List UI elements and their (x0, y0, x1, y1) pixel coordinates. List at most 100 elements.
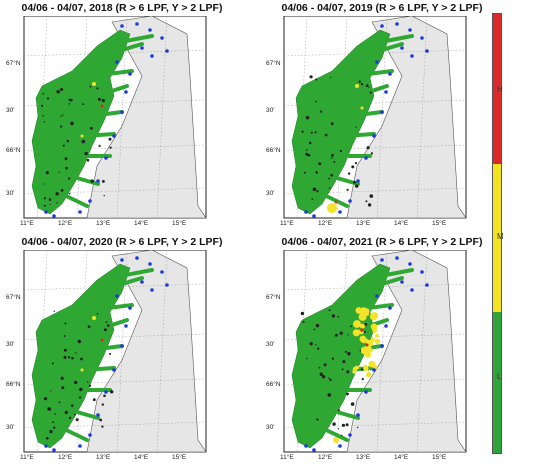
monitoring-site (304, 444, 308, 448)
island (71, 356, 74, 360)
island (364, 322, 368, 326)
lon-label-15: 15°E (432, 220, 447, 227)
island (319, 110, 323, 113)
fjord-arm (95, 318, 129, 332)
map-panel-2018: 04/06 - 04/07, 2018 (R > 6 LPF, Y > 2 LP… (2, 2, 242, 230)
island (74, 380, 78, 385)
monitoring-site (148, 262, 152, 266)
graticule-line (336, 250, 348, 453)
island (324, 133, 328, 137)
island (337, 428, 340, 430)
island (47, 407, 51, 411)
island (329, 378, 332, 381)
lon-label-11: 11°E (20, 220, 34, 227)
monitoring-site (420, 36, 424, 40)
monitoring-site (120, 110, 124, 114)
risk-hotspot (374, 338, 381, 345)
lon-label-12: 12°E (318, 454, 333, 461)
graticule-line (156, 250, 168, 453)
lon-label-13: 13°E (356, 220, 371, 227)
island (358, 80, 361, 83)
island (317, 347, 320, 350)
graticule-line (283, 421, 467, 429)
island (101, 425, 104, 428)
monitoring-site (364, 156, 368, 160)
risk-hotspot (334, 200, 338, 204)
fjord-arm (95, 84, 129, 98)
lat-label-67-30: 30' (6, 107, 15, 114)
risk-hotspot (363, 365, 369, 371)
lat-label-66-30: 30' (266, 424, 275, 431)
fjord-arm (60, 426, 89, 442)
island (354, 162, 358, 165)
graticule-line (283, 378, 467, 386)
monitoring-site (312, 214, 316, 218)
island (79, 387, 83, 392)
island (77, 339, 82, 344)
fjord-arm (368, 34, 414, 46)
island (75, 418, 79, 422)
island (316, 190, 319, 193)
monitoring-site (380, 344, 384, 348)
island (101, 98, 105, 103)
island (107, 324, 110, 327)
lat-label-67: 67°N (6, 294, 21, 301)
lon-label-14: 14°E (394, 454, 409, 461)
island (105, 321, 108, 323)
fjord-arm (348, 110, 384, 118)
island (48, 198, 52, 201)
island (347, 352, 351, 356)
monitoring-site (88, 433, 92, 437)
island (331, 156, 333, 159)
island (43, 397, 48, 401)
island (347, 334, 349, 336)
island (53, 426, 56, 429)
graticule-line (76, 16, 88, 219)
island (82, 103, 85, 106)
monitoring-site (408, 28, 412, 32)
graticule-line (23, 144, 207, 152)
fjord-arm (68, 174, 100, 186)
risk-hotspot (365, 343, 369, 347)
island (66, 139, 70, 143)
island (86, 381, 89, 383)
lon-label-13: 13°E (96, 454, 111, 461)
island (306, 357, 308, 360)
fjord-arm (82, 132, 116, 138)
lat-label-66-30: 30' (6, 190, 15, 197)
monitoring-site (88, 199, 92, 203)
scale-low (493, 312, 501, 453)
island (68, 177, 71, 180)
graticule-line (23, 99, 207, 107)
island (327, 393, 332, 397)
island (52, 421, 55, 424)
risk-hotspot (355, 84, 359, 88)
fjord-arm (328, 408, 360, 420)
monitoring-site (165, 49, 169, 53)
island (337, 315, 340, 318)
monitoring-site (348, 433, 352, 437)
island (330, 122, 334, 126)
monitoring-site (165, 283, 169, 287)
island (302, 320, 305, 324)
island (361, 378, 364, 381)
island (68, 103, 71, 105)
risk-hotspot (360, 307, 368, 315)
lon-label-13: 13°E (356, 454, 371, 461)
scale-high (493, 14, 501, 164)
island (43, 183, 45, 185)
island (331, 153, 334, 157)
risk-hotspot (365, 345, 372, 352)
fjord-arm (368, 268, 414, 280)
scale-label-medium: M (497, 232, 504, 241)
fjord-arm (100, 42, 144, 58)
island (42, 92, 45, 95)
risk-hotspot (369, 312, 378, 321)
island (350, 325, 353, 328)
island (309, 75, 313, 79)
island (311, 198, 314, 201)
island (54, 413, 56, 415)
risk-hotspot (92, 82, 96, 86)
monitoring-site (395, 22, 399, 26)
monitoring-site (150, 54, 154, 58)
